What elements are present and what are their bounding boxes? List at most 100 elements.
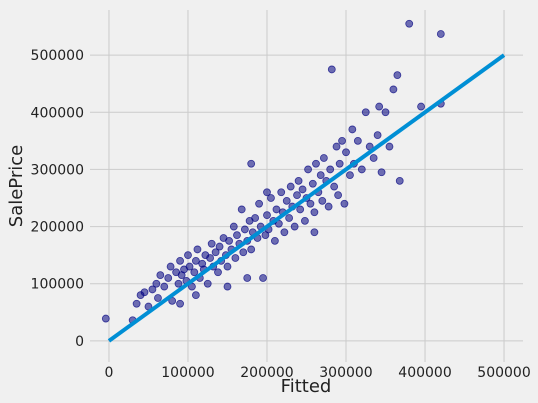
point [270, 236, 279, 245]
point [324, 202, 333, 211]
point [247, 245, 256, 254]
point [101, 314, 110, 323]
y-tick-label: 400000 [31, 105, 84, 121]
x-tick-label: 500000 [477, 365, 530, 381]
point [294, 176, 303, 185]
point [160, 282, 169, 291]
point [342, 148, 350, 157]
point [417, 102, 425, 111]
point [377, 168, 386, 177]
point [308, 179, 317, 188]
point [290, 222, 299, 231]
point [267, 194, 275, 202]
point [338, 136, 346, 145]
x-tick-label: 0 [105, 365, 114, 381]
point [393, 71, 402, 80]
point [330, 182, 339, 191]
point [340, 199, 349, 208]
point [375, 102, 384, 111]
y-tick-label: 0 [75, 334, 84, 350]
point [174, 279, 183, 288]
y-tick-label: 200000 [31, 220, 84, 236]
point [327, 65, 336, 74]
point [229, 222, 238, 231]
point [191, 291, 200, 300]
point [312, 159, 320, 168]
point [405, 19, 414, 28]
point [334, 191, 343, 200]
point [207, 239, 216, 248]
point [361, 108, 370, 117]
point [306, 199, 315, 208]
point [293, 191, 301, 200]
point [369, 154, 378, 162]
point [436, 30, 445, 38]
point [215, 242, 224, 251]
point [223, 282, 232, 291]
reference-line [107, 53, 506, 343]
point [296, 205, 305, 214]
point [243, 274, 252, 282]
point [285, 214, 294, 222]
y-tick-label: 300000 [31, 162, 84, 178]
point [251, 214, 260, 222]
point [381, 108, 390, 117]
point [353, 136, 362, 145]
point [190, 268, 199, 277]
point [203, 279, 212, 288]
point [335, 159, 344, 168]
point [326, 165, 335, 174]
point [373, 131, 382, 140]
point [140, 288, 149, 297]
point [332, 142, 341, 151]
point [389, 85, 398, 94]
point [310, 228, 319, 237]
point [310, 208, 319, 217]
point [237, 205, 246, 214]
point [282, 196, 291, 205]
y-tick-label: 100000 [31, 277, 84, 293]
point [346, 171, 354, 180]
point [301, 216, 309, 225]
point [272, 205, 281, 214]
point [154, 294, 162, 302]
point [304, 165, 312, 174]
point [318, 196, 327, 205]
point [357, 165, 366, 174]
point [223, 262, 232, 271]
x-axis-label: Fitted [281, 376, 332, 397]
point [148, 285, 157, 294]
point [255, 199, 263, 208]
point [185, 262, 194, 271]
point [166, 262, 175, 271]
point [298, 185, 307, 194]
point [225, 236, 233, 245]
point [206, 254, 215, 262]
point [319, 154, 328, 162]
point [247, 159, 256, 168]
x-tick-label: 300000 [319, 365, 372, 381]
point [395, 176, 404, 185]
point [176, 256, 184, 265]
x-tick-label: 200000 [240, 365, 293, 381]
point [280, 228, 289, 237]
point [193, 245, 202, 254]
x-tick-label: 100000 [161, 365, 214, 381]
y-tick-label: 500000 [31, 48, 84, 64]
y-axis-label: SalePrice [6, 145, 27, 227]
point [184, 251, 192, 260]
point [277, 188, 286, 197]
point [263, 211, 271, 220]
point [231, 254, 240, 262]
point [316, 171, 325, 180]
point [385, 142, 394, 151]
point [132, 299, 141, 308]
point [164, 274, 173, 282]
point [233, 231, 241, 240]
point [286, 182, 295, 191]
point [259, 274, 267, 282]
x-tick-label: 400000 [398, 365, 451, 381]
point [176, 299, 184, 308]
